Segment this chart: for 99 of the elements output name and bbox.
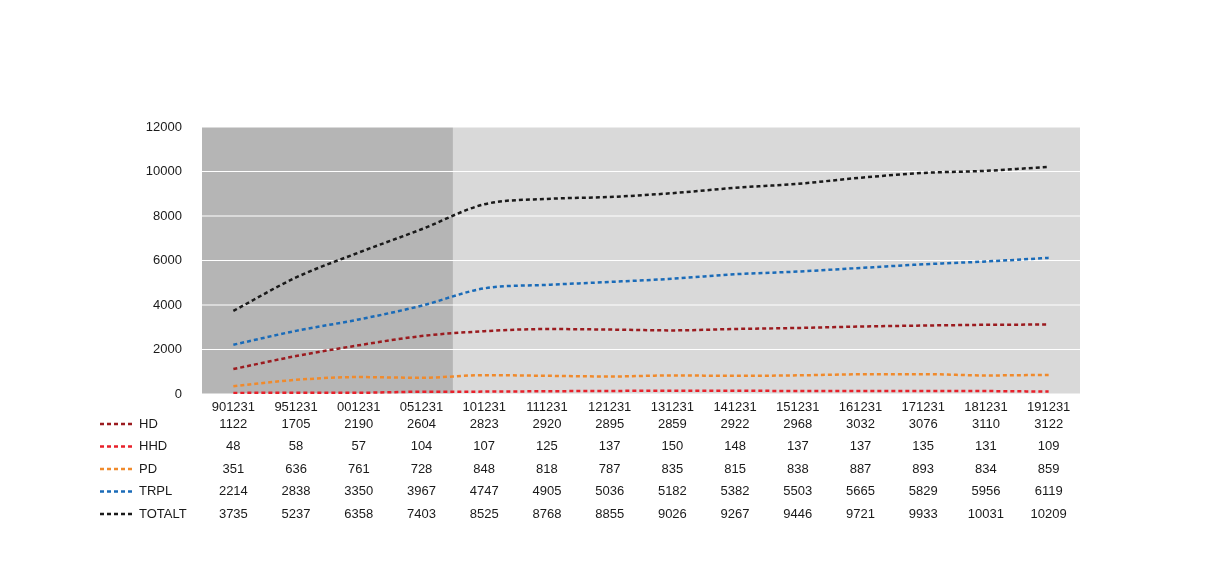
- data-label: 787: [598, 460, 621, 476]
- data-label: 3110: [971, 415, 1000, 431]
- data-label: 636: [285, 460, 307, 476]
- data-label: 3735: [218, 505, 248, 521]
- data-label: 2968: [783, 415, 813, 431]
- data-label: 5503: [783, 483, 813, 499]
- data-label: 10031: [967, 505, 1005, 521]
- data-label: 8768: [532, 505, 562, 521]
- x-tick-label: 131231: [650, 399, 695, 415]
- x-tick-label: 151231: [776, 399, 820, 415]
- x-tick-label: 191231: [1026, 399, 1071, 415]
- data-label: 2920: [532, 415, 562, 431]
- data-label: 1122: [219, 415, 248, 431]
- data-label: 887: [849, 460, 872, 476]
- x-tick-label: 171231: [901, 399, 945, 415]
- y-tick-label: 6000: [153, 252, 182, 268]
- data-label: 8525: [469, 505, 499, 521]
- data-label: 835: [661, 460, 684, 476]
- x-tick-label: 181231: [964, 399, 1008, 415]
- data-label: 351: [222, 460, 245, 476]
- data-label: 5956: [971, 483, 1001, 499]
- data-label: 2922: [720, 415, 750, 431]
- data-label: 893: [912, 460, 935, 476]
- data-label: 1705: [281, 415, 311, 431]
- legend-label: HHD: [139, 438, 168, 454]
- x-tick-label: 121231: [587, 399, 632, 415]
- data-label: 2838: [281, 483, 311, 499]
- x-tick-label: 951231: [274, 399, 318, 415]
- data-label: 2859: [657, 415, 687, 431]
- data-label: 125: [536, 438, 558, 454]
- x-tick-label: 101231: [462, 399, 506, 415]
- data-label: 9267: [720, 505, 750, 521]
- data-label: 834: [975, 460, 997, 476]
- data-label: 2214: [218, 483, 248, 499]
- line-series: [232, 165, 1050, 313]
- y-tick-label: 4000: [153, 296, 182, 312]
- data-label: 6119: [1034, 483, 1063, 499]
- line-series: [232, 256, 1050, 346]
- data-label: 9721: [846, 505, 875, 521]
- data-label: 5829: [908, 483, 938, 499]
- data-label: 815: [724, 460, 746, 476]
- legend-label: TOTALT: [139, 505, 187, 521]
- data-label: 3350: [344, 483, 374, 499]
- data-label: 728: [410, 460, 433, 476]
- data-label: 3967: [407, 483, 436, 499]
- legend-label: TRPL: [139, 483, 173, 499]
- data-label: 48: [226, 438, 241, 454]
- data-label: 2895: [595, 415, 625, 431]
- y-tick-label: 12000: [145, 118, 182, 134]
- data-label: 3076: [908, 415, 938, 431]
- data-label: 109: [1037, 438, 1060, 454]
- data-label: 859: [1037, 460, 1060, 476]
- data-label: 7403: [407, 505, 436, 521]
- x-tick-label: 111231: [526, 399, 568, 415]
- data-label: 150: [661, 438, 684, 454]
- legend-label: PD: [139, 460, 158, 476]
- data-label: 135: [912, 438, 935, 454]
- data-label: 10209: [1030, 505, 1067, 521]
- data-label: 2190: [344, 415, 374, 431]
- data-label: 104: [410, 438, 433, 454]
- data-label: 9446: [783, 505, 813, 521]
- data-label: 3122: [1034, 415, 1064, 431]
- data-label: 838: [786, 460, 809, 476]
- data-label: 2604: [407, 415, 436, 431]
- data-label: 137: [598, 438, 621, 454]
- data-label: 5382: [720, 483, 750, 499]
- data-label: 5036: [595, 483, 625, 499]
- data-label: 6358: [344, 505, 374, 521]
- data-label: 137: [849, 438, 872, 454]
- data-label: 848: [473, 460, 496, 476]
- data-label: 8855: [595, 505, 625, 521]
- x-tick-label: 051231: [399, 399, 444, 415]
- data-label: 58: [288, 438, 304, 454]
- data-label: 5237: [281, 505, 311, 521]
- data-label: 107: [473, 438, 496, 454]
- data-label: 137: [786, 438, 809, 454]
- data-label: 57: [351, 438, 367, 454]
- data-label: 818: [536, 460, 558, 476]
- x-tick-label: 161231: [838, 399, 883, 415]
- x-tick-label: 901231: [211, 399, 256, 415]
- data-label: 4905: [532, 483, 562, 499]
- data-label: 5182: [657, 483, 687, 499]
- line-series: [232, 372, 1050, 388]
- data-label: 5665: [846, 483, 875, 499]
- data-label: 4747: [469, 483, 499, 499]
- x-tick-label: 141231: [713, 399, 757, 415]
- y-tick-label: 8000: [153, 207, 182, 223]
- legend-label: HD: [139, 415, 158, 431]
- data-label: 2823: [469, 415, 499, 431]
- y-tick-label: 0: [174, 385, 182, 401]
- x-tick-label: 001231: [337, 399, 381, 415]
- y-tick-label: 10000: [145, 163, 182, 179]
- y-tick-label: 2000: [153, 341, 182, 357]
- data-label: 761: [347, 460, 370, 476]
- data-label: 3032: [846, 415, 875, 431]
- data-label: 9026: [657, 505, 687, 521]
- data-label: 131: [975, 438, 997, 454]
- data-label: 9933: [908, 505, 938, 521]
- data-label: 148: [724, 438, 746, 454]
